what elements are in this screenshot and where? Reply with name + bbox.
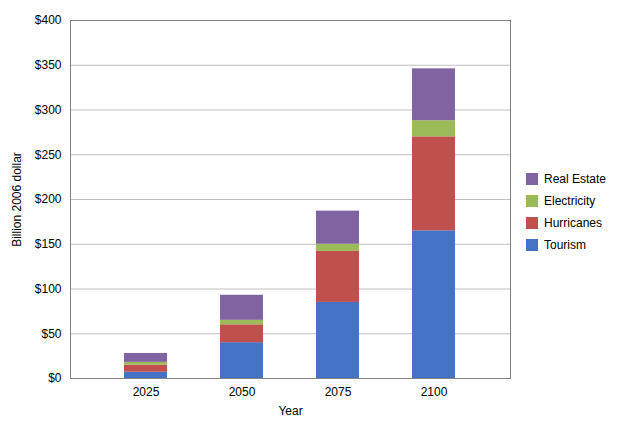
svg-text:2075: 2075 xyxy=(325,385,352,399)
svg-text:$400: $400 xyxy=(35,13,62,27)
svg-text:$0: $0 xyxy=(48,371,62,385)
svg-text:$100: $100 xyxy=(35,282,62,296)
html-text:Real Estate: Real Estate xyxy=(544,171,606,186)
svg-text:$50: $50 xyxy=(41,327,61,341)
svg-text:$250: $250 xyxy=(35,148,62,162)
svg-text:2100: 2100 xyxy=(421,385,448,399)
svg-text:Billion 2006 dollar: Billion 2006 dollar xyxy=(10,152,24,247)
svg-text:Year: Year xyxy=(278,404,302,418)
svg-text:$200: $200 xyxy=(35,192,62,206)
html-text:Hurricanes: Hurricanes xyxy=(544,215,602,230)
html-text:Tourism: Tourism xyxy=(544,237,586,252)
svg-text:2025: 2025 xyxy=(133,385,160,399)
html-text:Electricity: Electricity xyxy=(544,193,596,208)
svg-text:$150: $150 xyxy=(35,237,62,251)
svg-text:$300: $300 xyxy=(35,103,62,117)
svg-text:$350: $350 xyxy=(35,58,62,72)
svg-text:2050: 2050 xyxy=(229,385,256,399)
